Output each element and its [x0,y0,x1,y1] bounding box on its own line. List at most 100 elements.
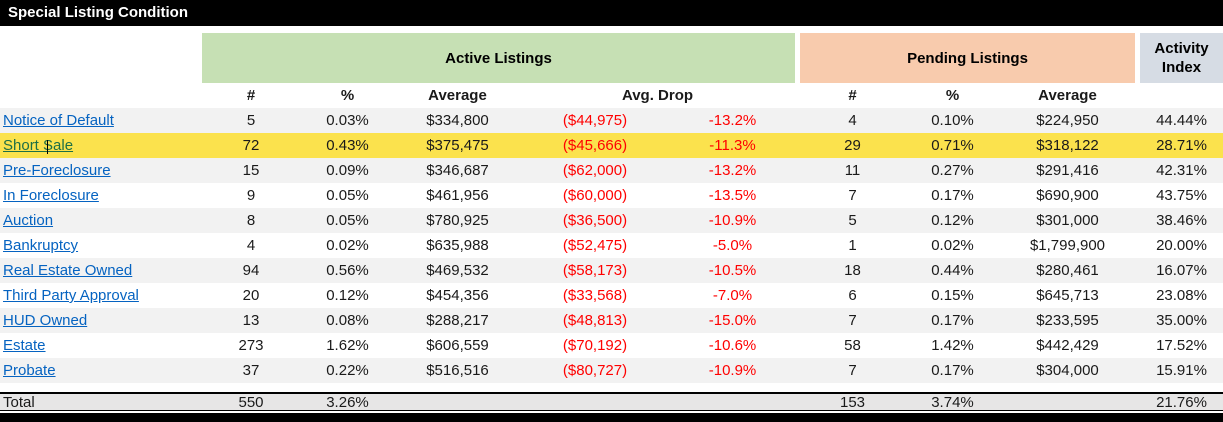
total-pending-count[interactable]: 153 [839,394,866,411]
total-active-count[interactable]: 550 [238,394,264,411]
pending-count-cell[interactable]: 7 [848,362,857,379]
active-average-cell[interactable]: $606,559 [426,337,489,354]
active-count-cell[interactable]: 5 [246,112,256,129]
active-average-cell[interactable]: $334,800 [426,112,489,129]
activity-index-cell[interactable]: 44.44% [1156,112,1207,129]
avg-drop-amount-cell[interactable]: ($60,000) [562,187,628,204]
active-percent-cell[interactable]: 0.05% [326,187,369,204]
active-count-cell[interactable]: 8 [246,212,256,229]
pending-count-cell[interactable]: 4 [848,112,857,129]
activity-index-cell[interactable]: 16.07% [1156,262,1207,279]
pending-percent-cell[interactable]: 0.02% [931,237,974,254]
listing-condition-link[interactable]: Notice of Default [3,112,114,129]
activity-index-cell[interactable]: 28.71% [1156,137,1207,154]
active-percent-cell[interactable]: 0.56% [326,262,369,279]
listing-condition-link[interactable]: Probate [3,362,56,379]
avg-drop-percent-cell[interactable]: -5.0% [712,237,753,254]
active-percent-cell[interactable]: 0.02% [326,237,369,254]
active-average-cell[interactable]: $469,532 [426,262,489,279]
pending-percent-cell[interactable]: 0.71% [931,137,974,154]
avg-drop-percent-cell[interactable]: -13.5% [708,187,757,204]
pending-count-cell[interactable]: 11 [844,162,861,179]
avg-drop-amount-cell[interactable]: ($70,192) [562,337,628,354]
listing-condition-link[interactable]: Estate [3,337,46,354]
avg-drop-percent-cell[interactable]: -10.9% [708,212,757,229]
avg-drop-amount-cell[interactable]: ($62,000) [562,162,628,179]
active-percent-cell[interactable]: 0.22% [326,362,369,379]
listing-condition-link[interactable]: Auction [3,212,54,229]
active-count-cell[interactable]: 273 [238,337,264,354]
pending-average-cell[interactable]: $318,122 [1036,137,1099,154]
pending-count-cell[interactable]: 6 [848,287,857,304]
avg-drop-amount-cell[interactable]: ($44,975) [562,112,628,129]
pending-average-cell[interactable]: $280,461 [1036,262,1099,279]
avg-drop-percent-cell[interactable]: -10.5% [708,262,757,279]
activity-index-cell[interactable]: 35.00% [1156,312,1207,329]
pending-percent-cell[interactable]: 0.12% [931,212,974,229]
avg-drop-percent-cell[interactable]: -13.2% [708,162,757,179]
activity-index-cell[interactable]: 42.31% [1156,162,1207,179]
avg-drop-amount-cell[interactable]: ($48,813) [562,312,628,329]
listing-condition-link[interactable]: Third Party Approval [3,287,139,304]
active-average-cell[interactable]: $635,988 [426,237,489,254]
activity-index-cell[interactable]: 17.52% [1156,337,1207,354]
active-count-cell[interactable]: 9 [246,187,256,204]
active-average-cell[interactable]: $454,356 [426,287,489,304]
active-percent-cell[interactable]: 0.03% [326,112,369,129]
pending-count-cell[interactable]: 1 [848,237,857,254]
total-activity-index[interactable]: 21.76% [1156,394,1207,411]
avg-drop-amount-cell[interactable]: ($52,475) [562,237,628,254]
pending-count-cell[interactable]: 58 [844,337,861,354]
avg-drop-percent-cell[interactable]: -10.9% [708,362,757,379]
pending-average-cell[interactable]: $645,713 [1036,287,1099,304]
active-average-cell[interactable]: $375,475 [426,137,489,154]
active-average-cell[interactable]: $780,925 [426,212,489,229]
pending-average-cell[interactable]: $233,595 [1036,312,1099,329]
pending-percent-cell[interactable]: 0.17% [931,312,974,329]
active-average-cell[interactable]: $346,687 [426,162,489,179]
active-percent-cell[interactable]: 0.05% [326,212,369,229]
avg-drop-amount-cell[interactable]: ($45,666) [562,137,628,154]
pending-average-cell[interactable]: $1,799,900 [1029,237,1106,254]
pending-percent-cell[interactable]: 1.42% [931,337,974,354]
pending-average-cell[interactable]: $301,000 [1036,212,1099,229]
listing-condition-link[interactable]: In Foreclosure [3,187,99,204]
active-count-cell[interactable]: 94 [242,262,260,279]
pending-count-cell[interactable]: 18 [844,262,861,279]
active-count-cell[interactable]: 37 [242,362,260,379]
pending-average-cell[interactable]: $304,000 [1036,362,1099,379]
active-count-cell[interactable]: 20 [242,287,260,304]
active-percent-cell[interactable]: 1.62% [326,337,369,354]
activity-index-cell[interactable]: 38.46% [1156,212,1207,229]
avg-drop-percent-cell[interactable]: -10.6% [708,337,757,354]
active-percent-cell[interactable]: 0.09% [326,162,369,179]
pending-percent-cell[interactable]: 0.27% [931,162,974,179]
pending-percent-cell[interactable]: 0.44% [931,262,974,279]
avg-drop-amount-cell[interactable]: ($58,173) [562,262,628,279]
total-pending-percent[interactable]: 3.74% [931,394,974,411]
avg-drop-amount-cell[interactable]: ($80,727) [562,362,628,379]
avg-drop-percent-cell[interactable]: -15.0% [708,312,757,329]
active-percent-cell[interactable]: 0.43% [326,137,369,154]
avg-drop-amount-cell[interactable]: ($36,500) [562,212,628,229]
pending-count-cell[interactable]: 29 [844,137,861,154]
listing-condition-link[interactable]: Real Estate Owned [3,262,133,279]
activity-index-cell[interactable]: 43.75% [1156,187,1207,204]
pending-average-cell[interactable]: $690,900 [1036,187,1099,204]
pending-count-cell[interactable]: 7 [848,312,857,329]
pending-percent-cell[interactable]: 0.17% [931,187,974,204]
activity-index-cell[interactable]: 15.91% [1156,362,1207,379]
active-count-cell[interactable]: 15 [242,162,260,179]
active-percent-cell[interactable]: 0.12% [326,287,369,304]
active-count-cell[interactable]: 4 [246,237,256,254]
listing-condition-link[interactable]: Short Sale [3,137,74,154]
pending-count-cell[interactable]: 5 [848,212,857,229]
pending-average-cell[interactable]: $224,950 [1036,112,1099,129]
pending-average-cell[interactable]: $442,429 [1036,337,1099,354]
active-average-cell[interactable]: $516,516 [426,362,489,379]
active-count-cell[interactable]: 72 [242,137,260,154]
pending-percent-cell[interactable]: 0.10% [931,112,974,129]
listing-condition-link[interactable]: HUD Owned [3,312,88,329]
pending-percent-cell[interactable]: 0.17% [931,362,974,379]
active-average-cell[interactable]: $461,956 [426,187,489,204]
